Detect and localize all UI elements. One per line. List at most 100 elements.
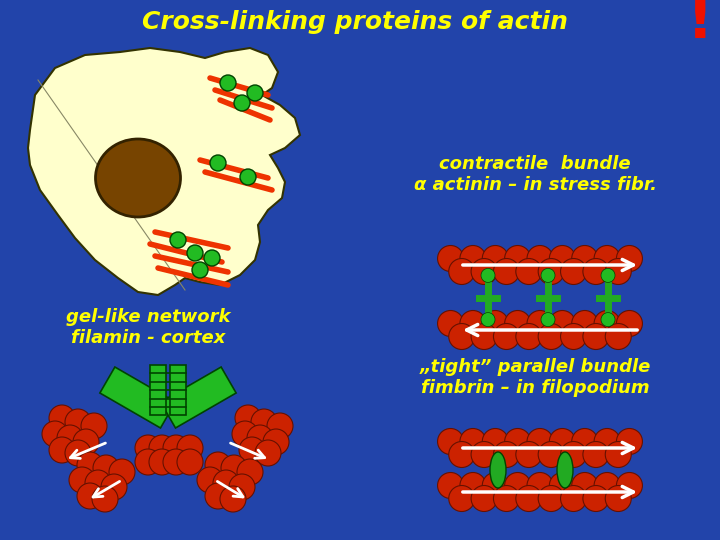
Circle shape [81, 413, 107, 439]
Circle shape [449, 259, 474, 285]
Circle shape [606, 442, 631, 468]
Circle shape [538, 323, 564, 349]
Circle shape [572, 429, 598, 455]
Text: gel-like network
filamin - cortex: gel-like network filamin - cortex [66, 308, 230, 347]
Circle shape [192, 262, 208, 278]
Circle shape [481, 268, 495, 282]
Circle shape [247, 85, 263, 101]
Text: !: ! [687, 0, 714, 51]
Circle shape [538, 485, 564, 511]
Circle shape [594, 246, 620, 272]
Polygon shape [170, 365, 186, 415]
Ellipse shape [490, 452, 506, 488]
Circle shape [42, 421, 68, 447]
Circle shape [251, 409, 277, 435]
Circle shape [177, 435, 203, 461]
Circle shape [149, 435, 175, 461]
Circle shape [594, 472, 620, 498]
Circle shape [234, 95, 250, 111]
Circle shape [205, 483, 231, 509]
Circle shape [205, 452, 231, 478]
Circle shape [213, 470, 239, 496]
Circle shape [438, 429, 464, 455]
Circle shape [583, 323, 609, 349]
Circle shape [594, 310, 620, 336]
Circle shape [616, 310, 642, 336]
Circle shape [449, 485, 474, 511]
Circle shape [616, 429, 642, 455]
Circle shape [505, 246, 531, 272]
Circle shape [170, 232, 186, 248]
Circle shape [616, 246, 642, 272]
Circle shape [601, 313, 615, 327]
Circle shape [239, 437, 265, 463]
Polygon shape [161, 367, 236, 428]
Circle shape [77, 483, 103, 509]
Circle shape [471, 442, 497, 468]
Circle shape [482, 472, 508, 498]
Circle shape [527, 246, 553, 272]
Circle shape [65, 409, 91, 435]
Circle shape [549, 310, 575, 336]
Circle shape [460, 429, 486, 455]
Circle shape [538, 442, 564, 468]
Circle shape [438, 472, 464, 498]
Circle shape [471, 259, 497, 285]
Circle shape [101, 474, 127, 500]
Circle shape [493, 442, 519, 468]
Circle shape [493, 259, 519, 285]
Circle shape [572, 310, 598, 336]
Circle shape [541, 313, 555, 327]
Circle shape [516, 323, 542, 349]
Polygon shape [100, 367, 176, 428]
Circle shape [235, 405, 261, 431]
Circle shape [549, 472, 575, 498]
Circle shape [247, 425, 273, 451]
Polygon shape [28, 48, 300, 295]
Circle shape [482, 429, 508, 455]
Circle shape [232, 421, 258, 447]
Circle shape [460, 310, 486, 336]
Circle shape [471, 323, 497, 349]
Circle shape [594, 429, 620, 455]
Circle shape [561, 442, 587, 468]
Circle shape [92, 486, 118, 512]
Circle shape [516, 259, 542, 285]
Ellipse shape [557, 452, 573, 488]
Circle shape [69, 467, 95, 493]
Circle shape [263, 429, 289, 455]
Circle shape [561, 323, 587, 349]
Circle shape [77, 452, 103, 478]
Circle shape [267, 413, 293, 439]
Circle shape [255, 440, 281, 466]
Circle shape [481, 313, 495, 327]
Circle shape [49, 405, 75, 431]
Text: contractile  bundle
α actinin – in stress fibr.: contractile bundle α actinin – in stress… [413, 155, 657, 194]
Circle shape [616, 472, 642, 498]
Circle shape [583, 442, 609, 468]
Circle shape [606, 323, 631, 349]
Circle shape [109, 459, 135, 485]
Text: „tight” parallel bundle
fimbrin – in filopodium: „tight” parallel bundle fimbrin – in fil… [419, 358, 651, 397]
Text: Cross-linking proteins of actin: Cross-linking proteins of actin [142, 10, 568, 34]
Circle shape [149, 449, 175, 475]
Circle shape [538, 259, 564, 285]
Circle shape [438, 246, 464, 272]
Circle shape [93, 455, 119, 481]
Circle shape [583, 485, 609, 511]
Circle shape [135, 435, 161, 461]
Circle shape [583, 259, 609, 285]
Circle shape [493, 485, 519, 511]
Circle shape [505, 429, 531, 455]
Circle shape [471, 485, 497, 511]
Circle shape [187, 245, 203, 261]
Circle shape [73, 429, 99, 455]
Circle shape [229, 474, 255, 500]
Circle shape [163, 435, 189, 461]
Circle shape [449, 442, 474, 468]
Circle shape [561, 259, 587, 285]
Circle shape [482, 310, 508, 336]
Circle shape [561, 485, 587, 511]
Circle shape [527, 472, 553, 498]
Circle shape [493, 323, 519, 349]
